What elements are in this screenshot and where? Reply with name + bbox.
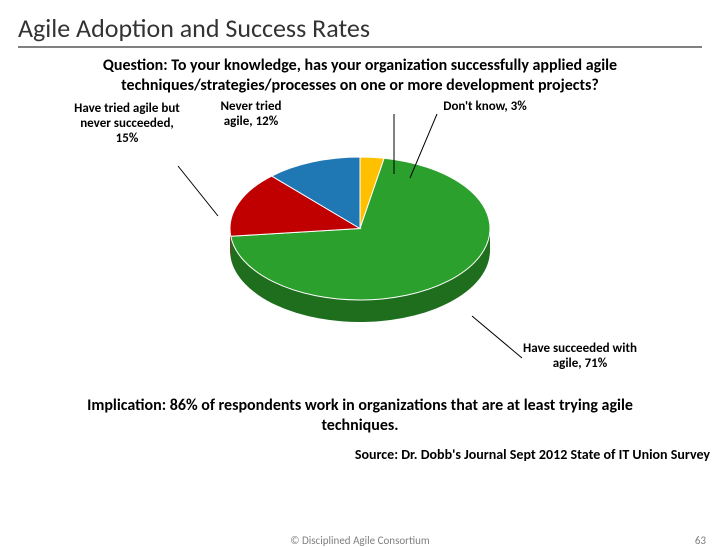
title-underline <box>18 46 702 48</box>
pie-chart: Have tried agile but never succeeded, 15… <box>0 106 720 396</box>
chart-question: Question: To your knowledge, has your or… <box>0 56 720 106</box>
implication-text: Implication: 86% of respondents work in … <box>0 396 720 442</box>
copyright-text: © Disciplined Agile Consortium <box>290 534 429 547</box>
source-text: Source: Dr. Dobb's Journal Sept 2012 Sta… <box>0 442 720 463</box>
page-title: Agile Adoption and Success Rates <box>0 0 720 46</box>
leader-line <box>0 106 720 396</box>
page-number: 63 <box>695 534 706 547</box>
